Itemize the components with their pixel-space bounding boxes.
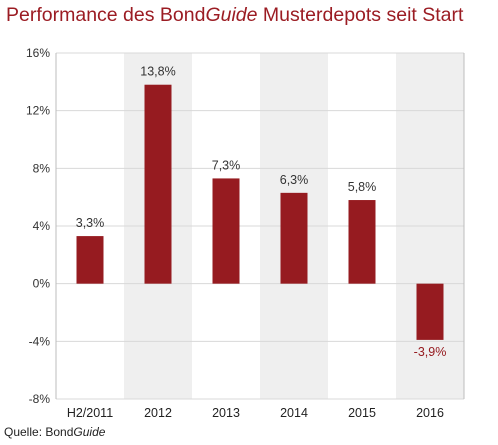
- x-tick-label: 2014: [280, 406, 308, 420]
- source-note: Quelle: BondGuide: [4, 425, 106, 439]
- y-tick-label: 4%: [33, 219, 51, 233]
- bar-chart: 16% 12% 8% 4% 0% -4% -8% 3,3% H2/2011 13,8% 2012 7,…: [26, 46, 465, 420]
- y-tick-label: 16%: [26, 46, 50, 60]
- x-tick-label: 2016: [416, 406, 444, 420]
- data-label: 5,8%: [348, 180, 377, 194]
- data-label: 6,3%: [280, 173, 309, 187]
- data-label: 3,3%: [76, 216, 105, 230]
- bar: [280, 192, 308, 284]
- x-tick-label: 2013: [212, 406, 240, 420]
- bar: [348, 200, 376, 284]
- bar: [416, 283, 444, 340]
- data-label: -3,9%: [414, 345, 447, 359]
- data-label: 13,8%: [140, 65, 175, 79]
- bar: [212, 178, 240, 284]
- x-tick-label: H2/2011: [67, 406, 113, 420]
- y-tick-label: -4%: [29, 334, 51, 348]
- y-tick-label: 8%: [33, 161, 51, 175]
- x-tick-label: 2012: [144, 406, 172, 420]
- chart-title: Performance des BondGuide Musterdepots s…: [6, 4, 464, 26]
- bar: [76, 236, 104, 284]
- y-tick-label: 0%: [33, 277, 51, 291]
- x-tick-label: 2015: [348, 406, 376, 420]
- y-tick-label: -8%: [29, 392, 51, 406]
- bar: [144, 84, 172, 284]
- data-label: 7,3%: [212, 158, 241, 172]
- y-tick-label: 12%: [26, 104, 50, 118]
